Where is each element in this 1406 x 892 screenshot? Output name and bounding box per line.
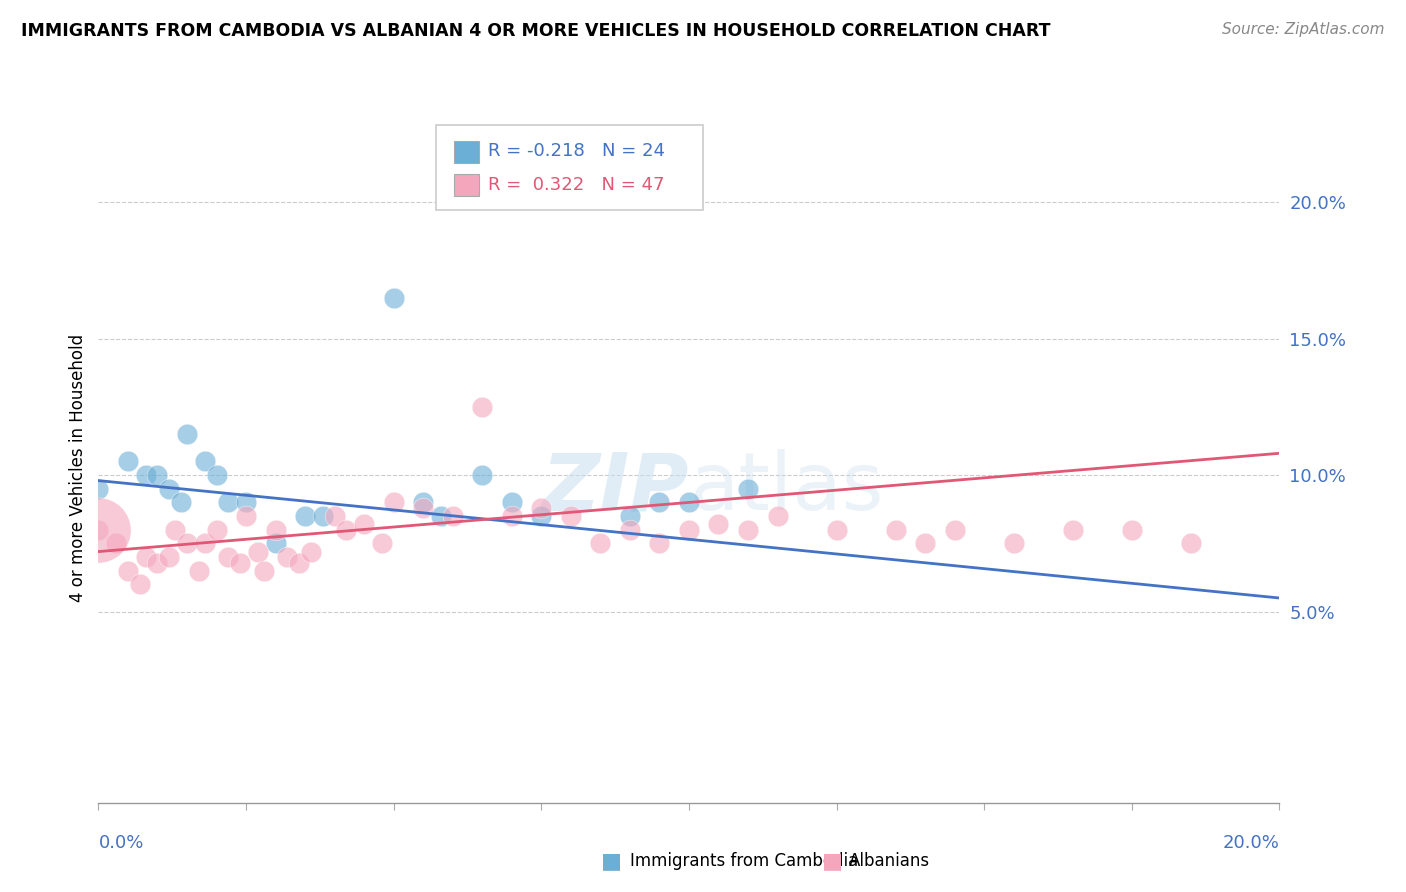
Point: [335, 523, 357, 537]
Point: [117, 564, 139, 578]
Text: 20.0%: 20.0%: [1223, 834, 1279, 852]
Point: [589, 536, 612, 550]
Point: [353, 517, 375, 532]
Point: [1062, 523, 1084, 537]
Point: [146, 468, 169, 483]
Point: [619, 509, 641, 524]
Text: atlas: atlas: [689, 450, 883, 527]
Text: ■: ■: [602, 851, 621, 871]
Text: R = -0.218   N = 24: R = -0.218 N = 24: [488, 142, 665, 160]
Point: [560, 509, 582, 524]
Point: [707, 517, 730, 532]
Point: [87, 523, 110, 537]
Point: [412, 495, 434, 509]
Point: [194, 536, 217, 550]
Point: [312, 509, 335, 524]
Text: Albanians: Albanians: [849, 852, 931, 870]
Text: ■: ■: [823, 851, 842, 871]
Point: [501, 495, 523, 509]
Point: [165, 523, 187, 537]
Point: [619, 523, 641, 537]
Point: [157, 549, 180, 564]
Point: [371, 536, 394, 550]
Point: [430, 509, 453, 524]
Point: [648, 495, 671, 509]
Point: [299, 544, 322, 558]
Point: [264, 536, 287, 550]
Text: Immigrants from Cambodia: Immigrants from Cambodia: [630, 852, 858, 870]
Point: [176, 536, 198, 550]
Point: [943, 523, 966, 537]
Point: [501, 509, 523, 524]
Text: 0.0%: 0.0%: [98, 834, 143, 852]
Point: [382, 291, 405, 305]
Point: [737, 482, 759, 496]
Point: [382, 495, 405, 509]
Point: [105, 536, 128, 550]
Text: R =  0.322   N = 47: R = 0.322 N = 47: [488, 176, 665, 194]
Point: [87, 482, 110, 496]
Point: [276, 549, 298, 564]
Point: [87, 523, 110, 537]
Point: [825, 523, 848, 537]
Point: [205, 468, 228, 483]
Point: [471, 400, 494, 414]
Point: [128, 577, 150, 591]
Text: ZIP: ZIP: [541, 450, 689, 527]
Point: [246, 544, 269, 558]
Point: [194, 454, 217, 468]
Point: [146, 556, 169, 570]
Point: [135, 468, 157, 483]
Point: [288, 556, 311, 570]
Point: [323, 509, 346, 524]
Point: [235, 495, 257, 509]
Point: [1002, 536, 1025, 550]
Point: [205, 523, 228, 537]
Point: [884, 523, 907, 537]
Point: [176, 427, 198, 442]
Point: [412, 500, 434, 515]
Point: [1180, 536, 1202, 550]
Point: [737, 523, 759, 537]
Point: [157, 482, 180, 496]
Point: [229, 556, 252, 570]
Point: [766, 509, 789, 524]
Point: [135, 549, 157, 564]
Point: [914, 536, 936, 550]
Point: [530, 509, 553, 524]
Point: [117, 454, 139, 468]
Point: [235, 509, 257, 524]
Text: IMMIGRANTS FROM CAMBODIA VS ALBANIAN 4 OR MORE VEHICLES IN HOUSEHOLD CORRELATION: IMMIGRANTS FROM CAMBODIA VS ALBANIAN 4 O…: [21, 22, 1050, 40]
Text: Source: ZipAtlas.com: Source: ZipAtlas.com: [1222, 22, 1385, 37]
Point: [648, 536, 671, 550]
Point: [264, 523, 287, 537]
Point: [217, 495, 239, 509]
Point: [1121, 523, 1143, 537]
Point: [187, 564, 209, 578]
Point: [678, 523, 700, 537]
Point: [170, 495, 193, 509]
Point: [471, 468, 494, 483]
Point: [253, 564, 276, 578]
Point: [678, 495, 700, 509]
Y-axis label: 4 or more Vehicles in Household: 4 or more Vehicles in Household: [69, 334, 87, 602]
Point: [530, 500, 553, 515]
Point: [441, 509, 464, 524]
Point: [217, 549, 239, 564]
Point: [294, 509, 316, 524]
